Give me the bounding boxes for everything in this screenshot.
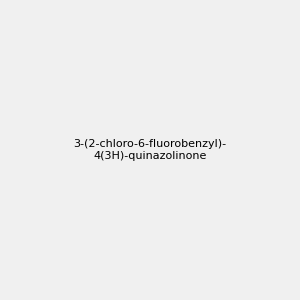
Text: 3-(2-chloro-6-fluorobenzyl)-
4(3H)-quinazolinone: 3-(2-chloro-6-fluorobenzyl)- 4(3H)-quina… bbox=[74, 139, 226, 161]
